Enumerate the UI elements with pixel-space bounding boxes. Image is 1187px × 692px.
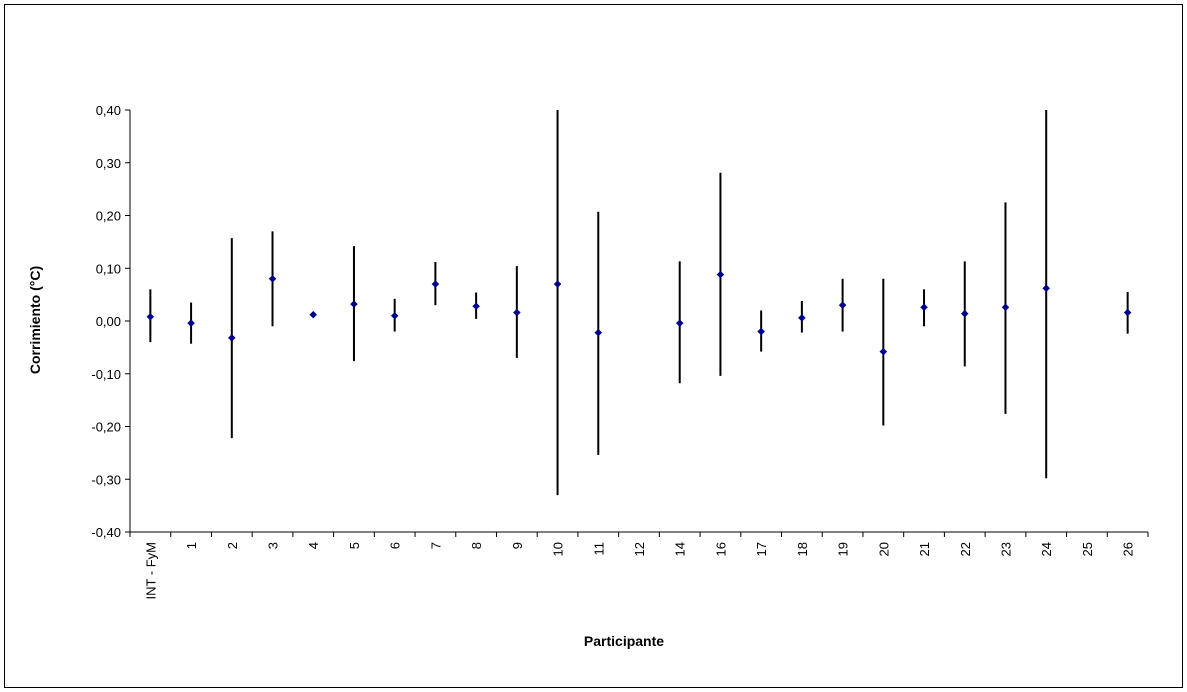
x-tick-label: 12 [632, 542, 647, 556]
x-tick-label: 18 [795, 542, 810, 556]
y-tick-label: 0,30 [96, 156, 121, 171]
x-tick-label: 21 [917, 542, 932, 556]
y-tick-label: -0,20 [91, 420, 121, 435]
data-point [838, 301, 847, 310]
data-point [879, 347, 888, 356]
data-point [1001, 303, 1010, 312]
y-tick-label: -0,40 [91, 525, 121, 540]
data-point [675, 319, 684, 327]
x-tick-label: 22 [958, 542, 973, 556]
x-tick-label: 1 [184, 542, 199, 549]
y-tick-label: -0,30 [91, 472, 121, 487]
y-tick-label: 0,00 [96, 314, 121, 329]
y-tick-label: -0,10 [91, 367, 121, 382]
data-point [350, 300, 358, 308]
x-tick-label: 16 [713, 542, 728, 556]
data-point [309, 310, 318, 319]
x-tick-label: INT - FyM [143, 542, 158, 600]
x-tick-label: 4 [306, 542, 321, 549]
x-tick-label: 2 [225, 542, 240, 549]
chart-frame [4, 4, 1183, 688]
x-tick-label: 8 [469, 542, 484, 549]
y-tick-label: 0,10 [96, 261, 121, 276]
data-point [472, 302, 480, 311]
data-point [1123, 308, 1132, 317]
data-point [798, 313, 806, 322]
data-point [187, 319, 195, 327]
x-tick-label: 17 [754, 542, 769, 556]
x-tick-label: 7 [428, 542, 443, 549]
x-axis-title: Participante [584, 633, 664, 649]
data-point [757, 327, 766, 336]
data-point [920, 303, 928, 312]
y-tick-label: 0,20 [96, 209, 121, 224]
data-point [431, 280, 440, 288]
data-point [594, 328, 603, 337]
x-tick-label: 9 [510, 542, 525, 549]
x-tick-label: 10 [551, 542, 566, 556]
x-tick-label: 3 [266, 542, 281, 549]
y-tick-label: 0,40 [96, 103, 121, 118]
data-point [716, 270, 725, 279]
x-tick-label: 24 [1039, 542, 1054, 556]
x-tick-label: 25 [1080, 542, 1095, 556]
data-point [268, 274, 277, 283]
data-point [512, 308, 521, 317]
data-point [1042, 284, 1051, 293]
x-tick-label: 14 [673, 542, 688, 556]
x-tick-label: 5 [347, 542, 362, 549]
x-tick-label: 6 [388, 542, 403, 549]
data-point [146, 312, 155, 321]
x-tick-label: 11 [591, 542, 606, 556]
data-point [553, 280, 562, 288]
data-point [390, 311, 399, 320]
x-tick-label: 20 [876, 542, 891, 556]
x-tick-label: 26 [1121, 542, 1136, 556]
y-axis-title: Corrimiento (°C) [27, 266, 43, 374]
data-point [960, 309, 969, 318]
data-point [227, 334, 236, 342]
x-tick-label: 19 [836, 542, 851, 556]
plot-area: -0,40 -0,30 -0,20 -0,10 0,00 0,10 0,20 0,30 0,40… [91, 103, 1149, 600]
x-tick-label: 23 [998, 542, 1013, 556]
